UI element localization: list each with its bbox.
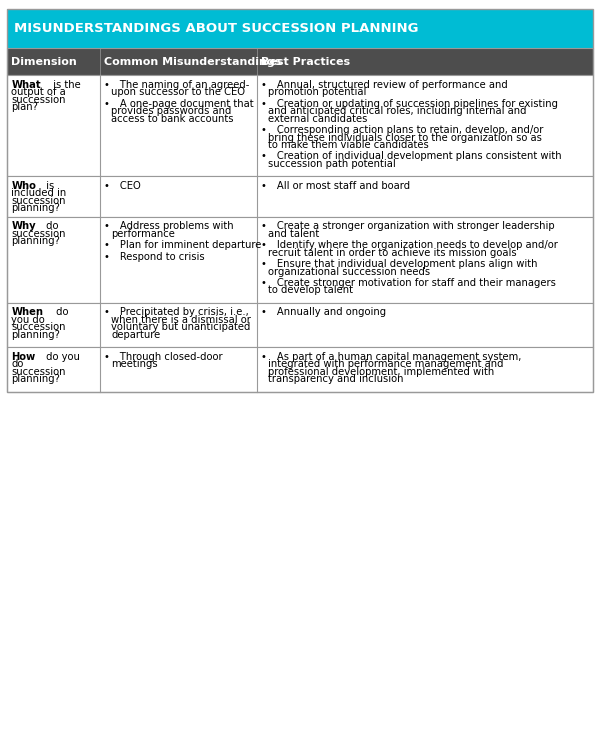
Text: succession: succession: [11, 95, 66, 105]
Text: transparency and inclusion: transparency and inclusion: [268, 374, 404, 384]
Text: and talent: and talent: [268, 229, 320, 239]
Text: • Precipitated by crisis, i.e.,: • Precipitated by crisis, i.e.,: [104, 307, 248, 317]
Text: upon successor to the CEO: upon successor to the CEO: [112, 87, 245, 97]
Text: Best Practices: Best Practices: [261, 56, 350, 67]
Text: • Address problems with: • Address problems with: [104, 221, 233, 231]
Text: • CEO: • CEO: [104, 181, 140, 191]
Text: output of a: output of a: [11, 87, 66, 97]
Text: succession: succession: [11, 322, 66, 332]
Text: is the: is the: [50, 80, 80, 90]
Text: planning?: planning?: [11, 236, 60, 246]
Text: succession path potential: succession path potential: [268, 159, 396, 169]
Text: and anticipated critical roles, including internal and: and anticipated critical roles, includin…: [268, 106, 527, 116]
FancyBboxPatch shape: [7, 75, 593, 176]
Text: • Corresponding action plans to retain, develop, and/or: • Corresponding action plans to retain, …: [261, 125, 543, 135]
Text: succession: succession: [11, 196, 66, 206]
Text: Common Misunderstandings: Common Misunderstandings: [104, 56, 281, 67]
Text: voluntary but unanticipated: voluntary but unanticipated: [112, 322, 251, 332]
Text: • Create stronger motivation for staff and their managers: • Create stronger motivation for staff a…: [261, 278, 556, 288]
Text: • Create a stronger organization with stronger leadership: • Create a stronger organization with st…: [261, 221, 554, 231]
Text: when there is a dismissal or: when there is a dismissal or: [112, 315, 251, 325]
Text: • All or most staff and board: • All or most staff and board: [261, 181, 410, 191]
Text: • The naming of an agreed-: • The naming of an agreed-: [104, 80, 249, 90]
Text: departure: departure: [112, 330, 161, 340]
Text: promotion potential: promotion potential: [268, 87, 367, 97]
Text: you do: you do: [11, 315, 45, 325]
Text: • Identify where the organization needs to develop and/or: • Identify where the organization needs …: [261, 240, 558, 250]
Text: • A one-page document that: • A one-page document that: [104, 99, 254, 108]
FancyBboxPatch shape: [7, 48, 593, 75]
Text: to make them viable candidates: to make them viable candidates: [268, 140, 429, 150]
Text: • Plan for imminent departure: • Plan for imminent departure: [104, 240, 261, 250]
Text: • Respond to crisis: • Respond to crisis: [104, 252, 205, 261]
Text: • As part of a human capital management system,: • As part of a human capital management …: [261, 352, 521, 361]
Text: • Creation of individual development plans consistent with: • Creation of individual development pla…: [261, 151, 562, 161]
Text: do: do: [53, 307, 68, 317]
Text: planning?: planning?: [11, 374, 60, 384]
FancyBboxPatch shape: [7, 347, 593, 392]
Text: is: is: [43, 181, 55, 191]
Text: Why: Why: [11, 221, 36, 231]
Text: meetings: meetings: [112, 359, 158, 369]
Text: organizational succession needs: organizational succession needs: [268, 267, 431, 276]
Text: do: do: [43, 221, 59, 231]
Text: • Creation or updating of succession pipelines for existing: • Creation or updating of succession pip…: [261, 99, 558, 108]
FancyBboxPatch shape: [7, 217, 593, 303]
Text: succession: succession: [11, 367, 66, 376]
Text: • Through closed-door: • Through closed-door: [104, 352, 223, 361]
Text: planning?: planning?: [11, 203, 60, 213]
Text: access to bank accounts: access to bank accounts: [112, 114, 234, 123]
Text: integrated with performance management and: integrated with performance management a…: [268, 359, 504, 369]
Text: When: When: [11, 307, 43, 317]
Text: recruit talent in order to achieve its mission goals: recruit talent in order to achieve its m…: [268, 248, 517, 258]
FancyBboxPatch shape: [7, 9, 593, 48]
Text: MISUNDERSTANDINGS ABOUT SUCCESSION PLANNING: MISUNDERSTANDINGS ABOUT SUCCESSION PLANN…: [14, 22, 418, 35]
Text: do: do: [11, 359, 24, 369]
FancyBboxPatch shape: [7, 176, 593, 217]
Text: • Ensure that individual development plans align with: • Ensure that individual development pla…: [261, 259, 538, 269]
Text: • Annual, structured review of performance and: • Annual, structured review of performan…: [261, 80, 508, 90]
Text: How: How: [11, 352, 35, 361]
Text: • Annually and ongoing: • Annually and ongoing: [261, 307, 386, 317]
Text: planning?: planning?: [11, 330, 60, 340]
Text: plan?: plan?: [11, 102, 38, 112]
Text: external candidates: external candidates: [268, 114, 368, 123]
Text: succession: succession: [11, 229, 66, 239]
Text: do you: do you: [43, 352, 80, 361]
FancyBboxPatch shape: [7, 303, 593, 347]
Text: to develop talent: to develop talent: [268, 285, 353, 295]
Text: provides passwords and: provides passwords and: [112, 106, 232, 116]
Text: Who: Who: [11, 181, 36, 191]
Text: performance: performance: [112, 229, 175, 239]
Text: included in: included in: [11, 188, 67, 198]
Text: Dimension: Dimension: [11, 56, 77, 67]
Text: What: What: [11, 80, 41, 90]
Text: professional development, implemented with: professional development, implemented wi…: [268, 367, 494, 376]
Text: bring these individuals closer to the organization so as: bring these individuals closer to the or…: [268, 133, 542, 142]
